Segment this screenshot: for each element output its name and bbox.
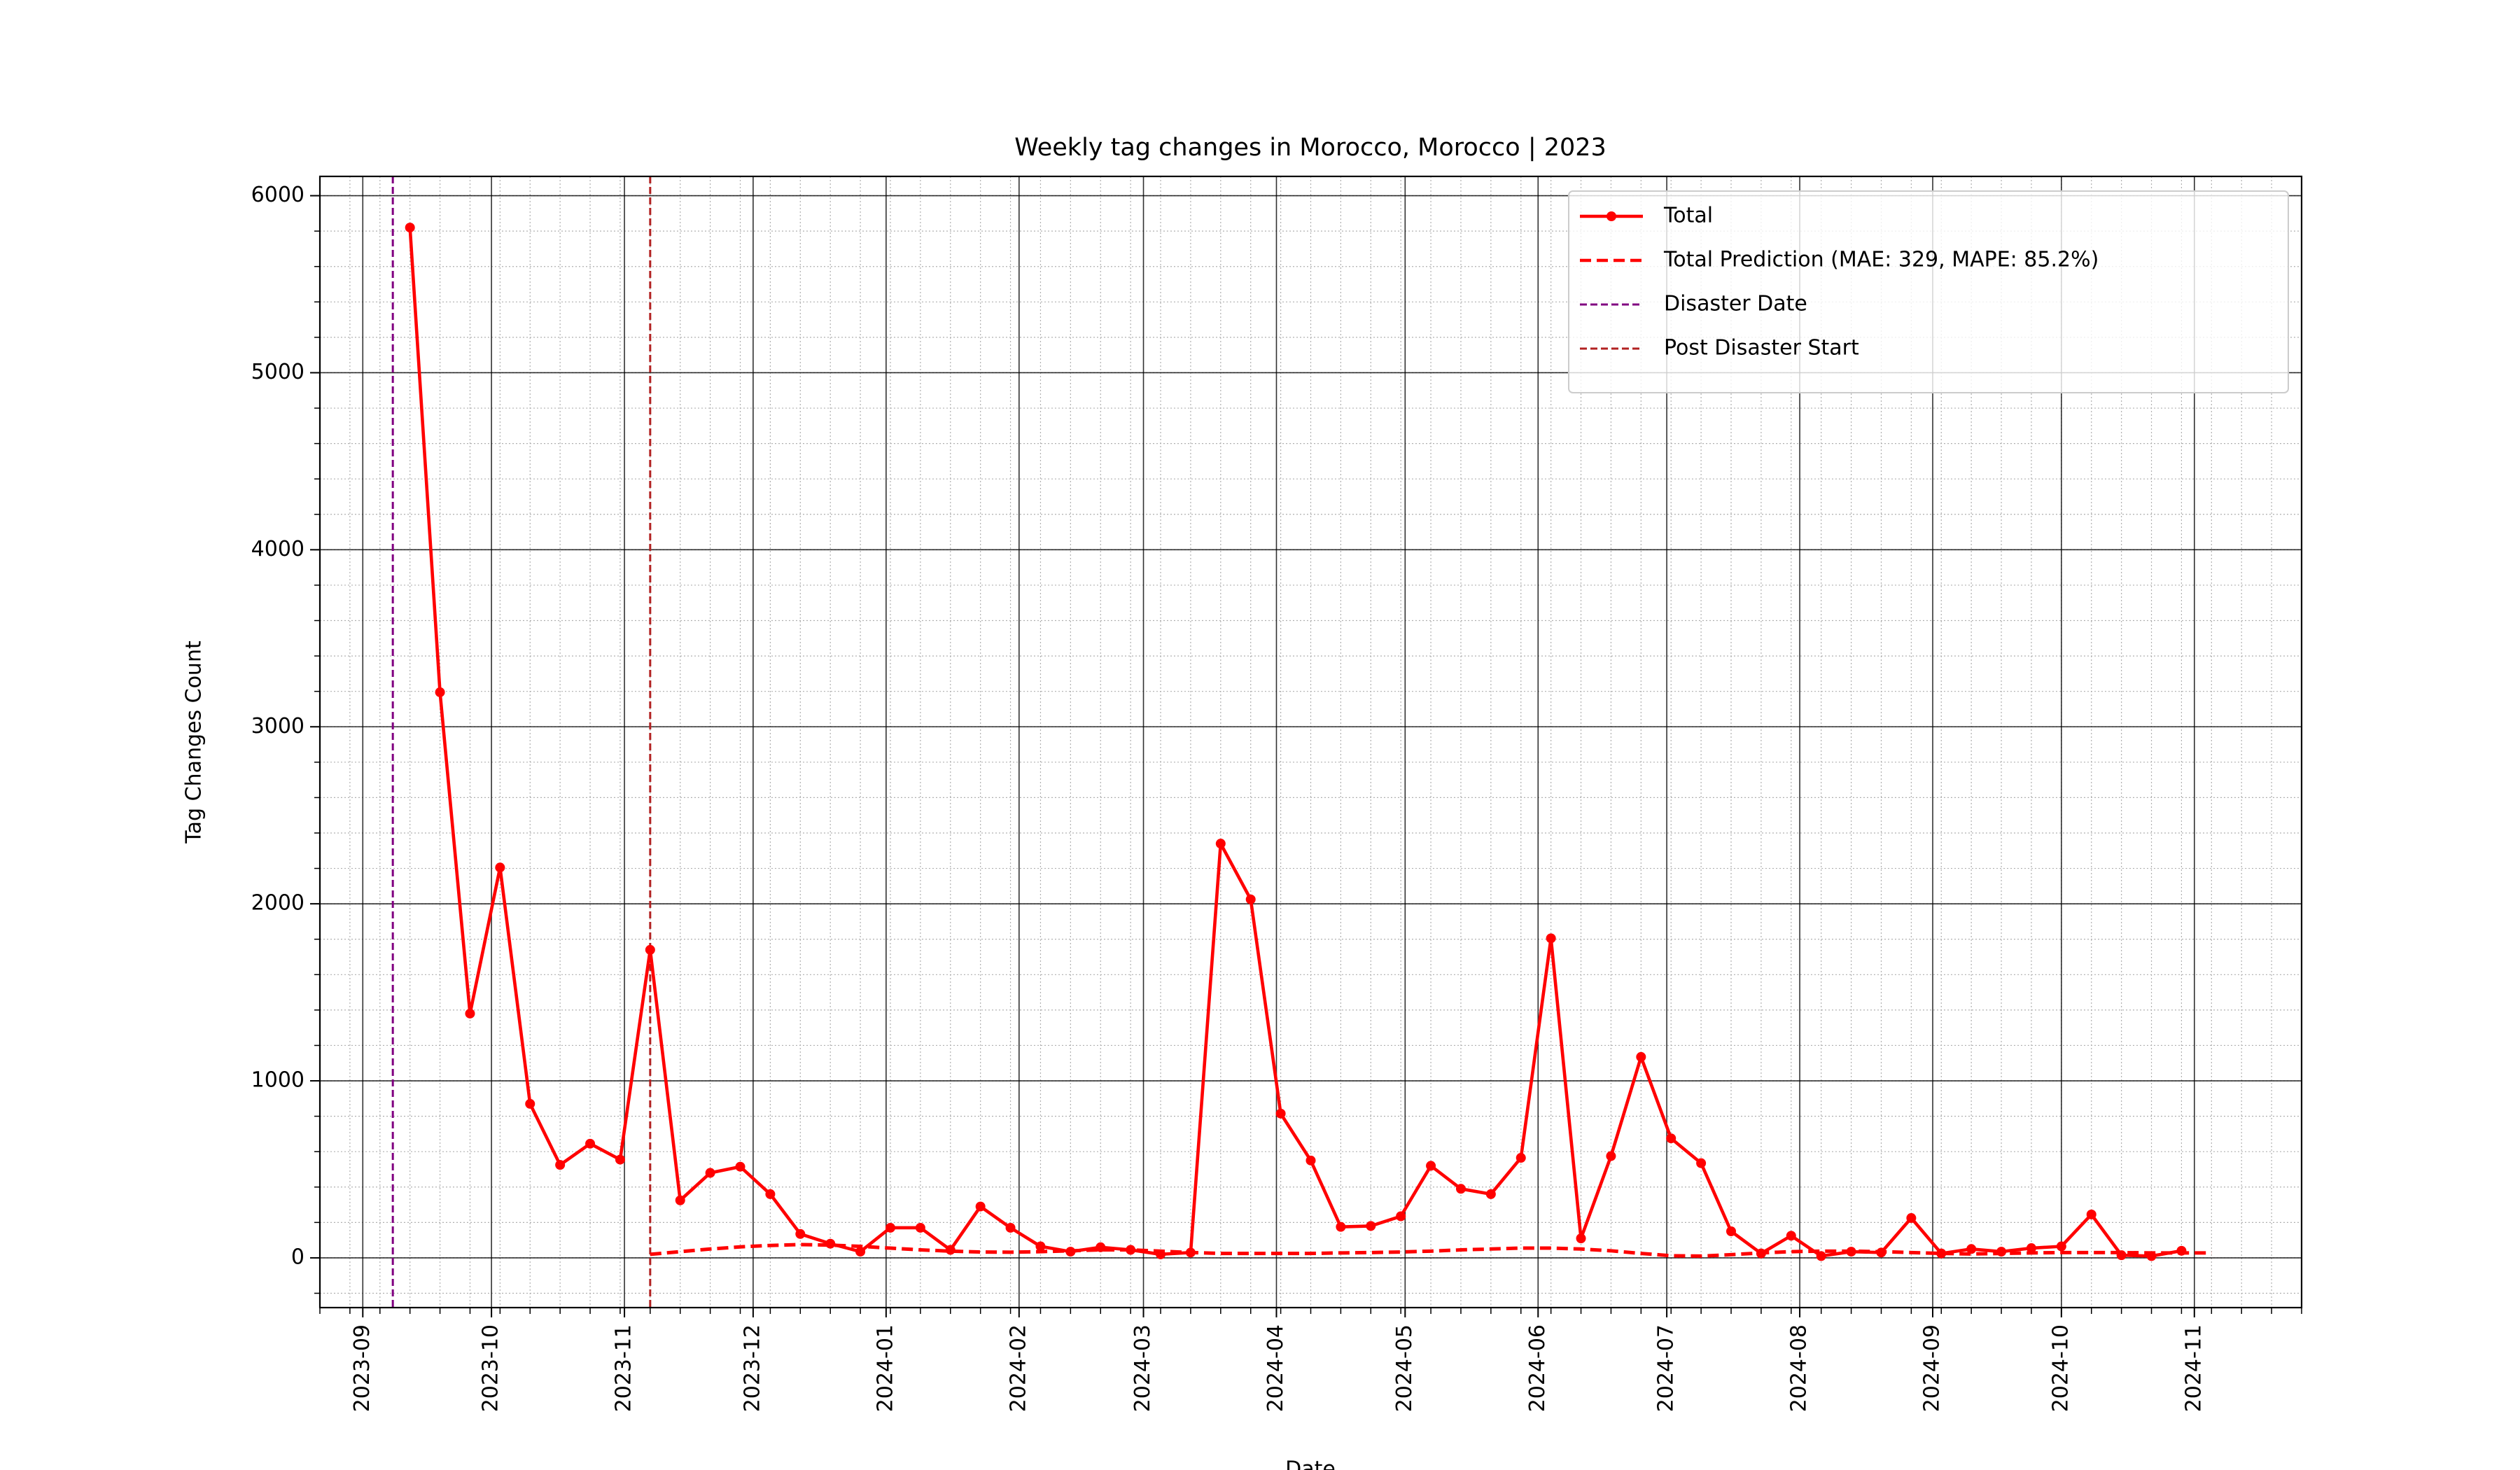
data-point <box>1426 1161 1436 1171</box>
x-tick-label: 2024-03 <box>1130 1324 1155 1412</box>
data-point <box>1576 1233 1586 1244</box>
x-tick-label: 2023-12 <box>740 1324 764 1412</box>
x-tick-label: 2024-07 <box>1654 1324 1679 1412</box>
data-point <box>1786 1231 1796 1241</box>
data-point <box>855 1247 866 1257</box>
data-point <box>675 1195 685 1205</box>
y-tick-label: 4000 <box>251 537 304 561</box>
legend-label: Disaster Date <box>1664 292 1807 316</box>
data-point <box>705 1168 715 1178</box>
x-tick-label: 2023-10 <box>479 1324 503 1412</box>
data-point <box>1035 1241 1046 1252</box>
plot-frame <box>318 175 2303 1309</box>
y-tick-label: 3000 <box>251 714 304 738</box>
data-point <box>1516 1153 1526 1163</box>
data-point <box>765 1189 776 1199</box>
data-point <box>975 1201 986 1212</box>
data-point <box>1306 1155 1316 1166</box>
data-point <box>1906 1213 1917 1224</box>
y-tick-label: 0 <box>291 1245 304 1269</box>
data-point <box>735 1161 746 1172</box>
x-tick-label: 2024-06 <box>1525 1324 1550 1412</box>
data-point <box>495 862 505 873</box>
data-point <box>795 1228 806 1239</box>
data-point <box>1275 1108 1286 1119</box>
series-line <box>408 227 2182 1258</box>
data-point <box>1366 1221 1376 1231</box>
data-point <box>915 1222 925 1233</box>
data-point <box>2026 1243 2036 1254</box>
data-point <box>1455 1184 1466 1194</box>
legend-label: Post Disaster Start <box>1664 336 1859 360</box>
data-point <box>1726 1226 1737 1237</box>
y-tick-label: 5000 <box>251 360 304 384</box>
data-point <box>1245 894 1256 904</box>
data-point <box>1485 1189 1496 1199</box>
chart-title: Weekly tag changes in Morocco, Morocco |… <box>1014 134 1606 162</box>
data-point <box>1696 1158 1707 1168</box>
data-point <box>555 1160 566 1170</box>
x-tick-label: 2024-01 <box>873 1324 897 1412</box>
data-point <box>2086 1209 2096 1219</box>
data-point <box>645 944 655 955</box>
x-axis-label: Date <box>1285 1457 1336 1470</box>
data-point <box>1936 1248 1947 1259</box>
series-line <box>650 1242 2212 1258</box>
data-point <box>1546 933 1556 944</box>
data-point <box>435 687 445 697</box>
data-point <box>1336 1222 1346 1232</box>
data-point <box>1096 1242 1106 1252</box>
data-point <box>2056 1241 2066 1252</box>
x-tick-label: 2024-05 <box>1392 1324 1417 1412</box>
data-point <box>615 1154 625 1165</box>
legend: Total Total Prediction (MAE: 329, MAPE: 8… <box>1568 190 2289 393</box>
x-tick-label: 2024-09 <box>1920 1324 1945 1412</box>
data-point <box>1666 1133 1676 1144</box>
data-point <box>885 1222 895 1233</box>
x-tick-label: 2024-02 <box>1006 1324 1030 1412</box>
data-point <box>1606 1151 1616 1161</box>
data-point <box>525 1098 536 1109</box>
data-point <box>1636 1051 1646 1062</box>
data-point <box>1215 839 1226 849</box>
data-point <box>405 223 415 233</box>
x-tick-label: 2023-11 <box>612 1324 636 1412</box>
x-tick-label: 2023-09 <box>350 1324 374 1412</box>
data-point <box>1396 1211 1406 1222</box>
x-tick-label: 2024-04 <box>1264 1324 1288 1412</box>
data-point <box>585 1138 596 1149</box>
legend-label: Total <box>1663 204 1713 228</box>
x-tick-label: 2024-10 <box>2048 1324 2073 1412</box>
data-point <box>1005 1222 1016 1233</box>
y-tick-label: 1000 <box>251 1068 304 1093</box>
data-point <box>1966 1244 1977 1254</box>
y-axis-label: Tag Changes Count <box>182 640 206 844</box>
x-tick-label: 2024-11 <box>2181 1324 2206 1412</box>
y-tick-label: 6000 <box>251 183 304 207</box>
legend-label: Total Prediction (MAE: 329, MAPE: 85.2%) <box>1663 248 2099 272</box>
x-tick-label: 2024-08 <box>1787 1324 1812 1412</box>
data-point <box>1816 1251 1826 1261</box>
legend-box <box>1568 190 2289 393</box>
legend-marker <box>1606 211 1616 221</box>
y-tick-label: 2000 <box>251 891 304 916</box>
data-point <box>465 1008 475 1018</box>
